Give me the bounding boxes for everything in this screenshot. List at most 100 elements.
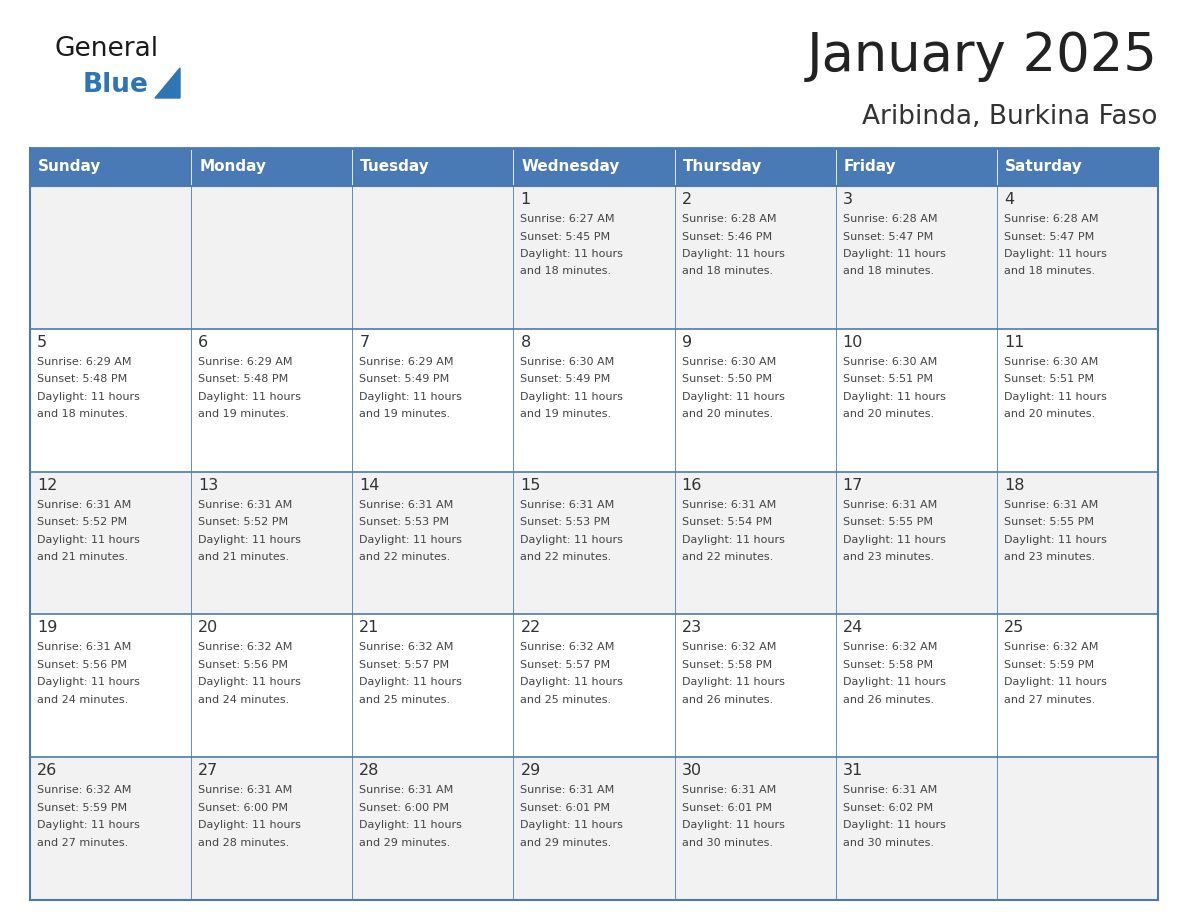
- Text: and 29 minutes.: and 29 minutes.: [359, 838, 450, 847]
- Text: Sunrise: 6:32 AM: Sunrise: 6:32 AM: [682, 643, 776, 653]
- Text: Sunset: 5:48 PM: Sunset: 5:48 PM: [198, 375, 289, 385]
- Text: Sunset: 6:00 PM: Sunset: 6:00 PM: [359, 802, 449, 812]
- Bar: [191, 757, 353, 900]
- Bar: [835, 329, 997, 472]
- Text: Sunset: 5:47 PM: Sunset: 5:47 PM: [1004, 231, 1094, 241]
- Text: Daylight: 11 hours: Daylight: 11 hours: [37, 534, 140, 544]
- Text: Daylight: 11 hours: Daylight: 11 hours: [842, 392, 946, 402]
- Text: Daylight: 11 hours: Daylight: 11 hours: [359, 392, 462, 402]
- Text: Daylight: 11 hours: Daylight: 11 hours: [520, 249, 624, 259]
- Text: Daylight: 11 hours: Daylight: 11 hours: [198, 392, 301, 402]
- Text: Daylight: 11 hours: Daylight: 11 hours: [682, 534, 784, 544]
- Text: and 19 minutes.: and 19 minutes.: [198, 409, 289, 420]
- Text: Sunset: 5:51 PM: Sunset: 5:51 PM: [1004, 375, 1094, 385]
- Text: Daylight: 11 hours: Daylight: 11 hours: [1004, 249, 1107, 259]
- Bar: [191, 614, 353, 757]
- Text: and 19 minutes.: and 19 minutes.: [359, 409, 450, 420]
- Bar: [675, 186, 835, 329]
- Text: and 21 minutes.: and 21 minutes.: [198, 552, 289, 562]
- Bar: [513, 757, 675, 900]
- Text: Sunrise: 6:31 AM: Sunrise: 6:31 AM: [198, 499, 292, 509]
- Text: Sunrise: 6:31 AM: Sunrise: 6:31 AM: [359, 499, 454, 509]
- Text: 1: 1: [520, 192, 531, 207]
- Bar: [835, 186, 997, 329]
- Text: 16: 16: [682, 477, 702, 493]
- Text: and 29 minutes.: and 29 minutes.: [520, 838, 612, 847]
- Text: Sunrise: 6:27 AM: Sunrise: 6:27 AM: [520, 214, 615, 224]
- Text: 7: 7: [359, 335, 369, 350]
- Text: Sunrise: 6:32 AM: Sunrise: 6:32 AM: [520, 643, 615, 653]
- Text: and 30 minutes.: and 30 minutes.: [842, 838, 934, 847]
- Bar: [835, 472, 997, 614]
- Text: Daylight: 11 hours: Daylight: 11 hours: [359, 820, 462, 830]
- Text: Sunrise: 6:32 AM: Sunrise: 6:32 AM: [842, 643, 937, 653]
- Text: Aribinda, Burkina Faso: Aribinda, Burkina Faso: [862, 104, 1158, 130]
- Text: Sunrise: 6:31 AM: Sunrise: 6:31 AM: [359, 785, 454, 795]
- Text: and 28 minutes.: and 28 minutes.: [198, 838, 290, 847]
- Text: Daylight: 11 hours: Daylight: 11 hours: [682, 820, 784, 830]
- Text: and 19 minutes.: and 19 minutes.: [520, 409, 612, 420]
- Bar: [675, 757, 835, 900]
- Text: Tuesday: Tuesday: [360, 160, 430, 174]
- Text: 11: 11: [1004, 335, 1024, 350]
- Text: Friday: Friday: [843, 160, 896, 174]
- Text: 22: 22: [520, 621, 541, 635]
- Bar: [353, 148, 513, 186]
- Text: Sunrise: 6:31 AM: Sunrise: 6:31 AM: [682, 499, 776, 509]
- Bar: [353, 757, 513, 900]
- Bar: [513, 186, 675, 329]
- Text: 13: 13: [198, 477, 219, 493]
- Bar: [835, 148, 997, 186]
- Bar: [675, 614, 835, 757]
- Text: and 22 minutes.: and 22 minutes.: [520, 552, 612, 562]
- Bar: [353, 614, 513, 757]
- Text: 23: 23: [682, 621, 702, 635]
- Text: Sunset: 5:58 PM: Sunset: 5:58 PM: [682, 660, 772, 670]
- Text: Daylight: 11 hours: Daylight: 11 hours: [359, 677, 462, 688]
- Text: General: General: [55, 36, 159, 62]
- Text: and 18 minutes.: and 18 minutes.: [842, 266, 934, 276]
- Text: and 20 minutes.: and 20 minutes.: [682, 409, 772, 420]
- Text: Daylight: 11 hours: Daylight: 11 hours: [37, 677, 140, 688]
- Text: and 21 minutes.: and 21 minutes.: [37, 552, 128, 562]
- Text: Daylight: 11 hours: Daylight: 11 hours: [37, 820, 140, 830]
- Text: Sunset: 5:54 PM: Sunset: 5:54 PM: [682, 517, 772, 527]
- Bar: [30, 148, 191, 186]
- Text: Daylight: 11 hours: Daylight: 11 hours: [520, 677, 624, 688]
- Text: Daylight: 11 hours: Daylight: 11 hours: [198, 534, 301, 544]
- Text: Daylight: 11 hours: Daylight: 11 hours: [682, 677, 784, 688]
- Text: 27: 27: [198, 763, 219, 778]
- Text: and 18 minutes.: and 18 minutes.: [682, 266, 772, 276]
- Text: Sunrise: 6:28 AM: Sunrise: 6:28 AM: [1004, 214, 1099, 224]
- Bar: [191, 329, 353, 472]
- Text: 2: 2: [682, 192, 691, 207]
- Text: Sunset: 5:56 PM: Sunset: 5:56 PM: [37, 660, 127, 670]
- Text: and 26 minutes.: and 26 minutes.: [682, 695, 772, 705]
- Text: and 23 minutes.: and 23 minutes.: [842, 552, 934, 562]
- Text: Sunset: 5:56 PM: Sunset: 5:56 PM: [198, 660, 289, 670]
- Text: Daylight: 11 hours: Daylight: 11 hours: [198, 820, 301, 830]
- Text: Daylight: 11 hours: Daylight: 11 hours: [1004, 677, 1107, 688]
- Text: Sunrise: 6:31 AM: Sunrise: 6:31 AM: [37, 499, 131, 509]
- Text: Sunrise: 6:31 AM: Sunrise: 6:31 AM: [37, 643, 131, 653]
- Text: 12: 12: [37, 477, 57, 493]
- Bar: [513, 472, 675, 614]
- Text: Sunset: 5:57 PM: Sunset: 5:57 PM: [520, 660, 611, 670]
- Text: Sunset: 5:52 PM: Sunset: 5:52 PM: [37, 517, 127, 527]
- Bar: [997, 148, 1158, 186]
- Text: Sunset: 5:46 PM: Sunset: 5:46 PM: [682, 231, 772, 241]
- Text: Sunrise: 6:31 AM: Sunrise: 6:31 AM: [682, 785, 776, 795]
- Text: Sunset: 5:57 PM: Sunset: 5:57 PM: [359, 660, 449, 670]
- Text: Sunrise: 6:32 AM: Sunrise: 6:32 AM: [1004, 643, 1098, 653]
- Text: 17: 17: [842, 477, 864, 493]
- Text: Sunset: 5:53 PM: Sunset: 5:53 PM: [359, 517, 449, 527]
- Text: Wednesday: Wednesday: [522, 160, 620, 174]
- Text: Sunset: 5:52 PM: Sunset: 5:52 PM: [198, 517, 289, 527]
- Polygon shape: [154, 68, 181, 98]
- Text: Daylight: 11 hours: Daylight: 11 hours: [682, 392, 784, 402]
- Text: Daylight: 11 hours: Daylight: 11 hours: [37, 392, 140, 402]
- Text: Sunrise: 6:29 AM: Sunrise: 6:29 AM: [37, 357, 132, 367]
- Text: Sunset: 5:47 PM: Sunset: 5:47 PM: [842, 231, 933, 241]
- Text: 31: 31: [842, 763, 862, 778]
- Text: and 18 minutes.: and 18 minutes.: [520, 266, 612, 276]
